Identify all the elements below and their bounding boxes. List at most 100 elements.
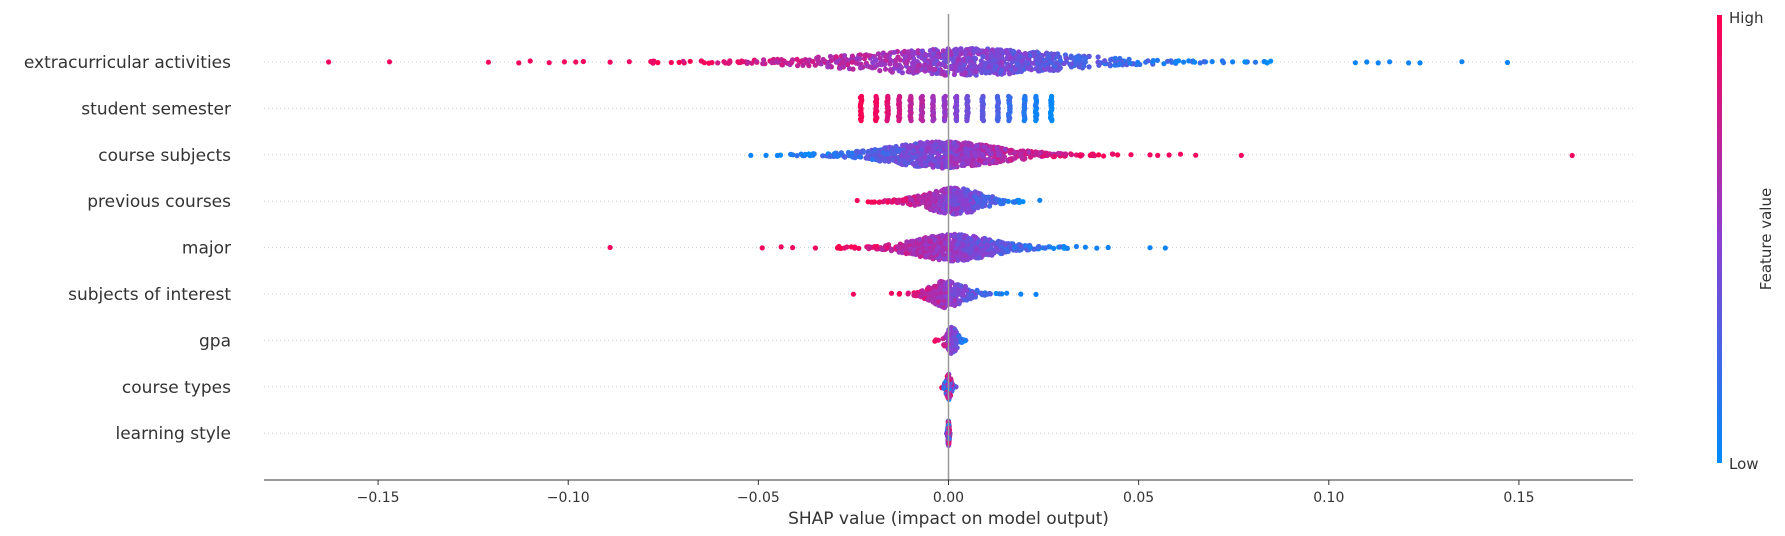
data-point: [840, 59, 846, 65]
data-point: [1018, 291, 1024, 297]
data-point: [922, 61, 928, 68]
data-point: [904, 239, 910, 245]
data-point: [1230, 59, 1236, 65]
data-point: [954, 211, 960, 217]
data-point: [1051, 153, 1058, 160]
data-point: [1569, 152, 1575, 159]
data-point: [709, 60, 715, 66]
data-point: [976, 255, 982, 261]
data-point: [884, 244, 890, 251]
data-point: [923, 52, 929, 59]
data-point: [952, 286, 958, 292]
data-point: [979, 292, 985, 298]
data-point: [929, 56, 936, 62]
data-point: [1023, 59, 1029, 65]
data-point: [865, 148, 871, 155]
data-point: [935, 163, 941, 169]
data-point: [778, 244, 784, 250]
data-point: [919, 48, 925, 54]
data-point: [884, 52, 890, 58]
data-point: [948, 345, 954, 351]
data-point: [963, 238, 969, 244]
data-point: [995, 54, 1002, 60]
data-point: [938, 240, 944, 246]
data-point: [958, 51, 964, 57]
data-point: [1219, 58, 1225, 64]
data-point: [941, 343, 948, 349]
data-point: [931, 242, 937, 248]
data-point: [852, 244, 858, 250]
data-point: [960, 160, 966, 167]
data-point: [891, 49, 897, 55]
data-point: [901, 149, 907, 155]
beeswarm-points: [326, 46, 1575, 448]
data-point: [958, 283, 964, 289]
data-point: [1110, 151, 1116, 157]
data-point: [1037, 197, 1043, 203]
data-point: [934, 70, 940, 76]
data-point: [953, 51, 959, 57]
data-point: [561, 59, 568, 65]
data-point: [1004, 290, 1010, 296]
data-point: [941, 298, 947, 304]
data-point: [997, 70, 1003, 76]
data-point: [626, 59, 632, 65]
data-point: [516, 60, 522, 66]
data-point: [1008, 157, 1014, 163]
data-point: [1016, 199, 1022, 205]
data-point: [1033, 291, 1039, 297]
data-point: [913, 154, 919, 160]
data-point: [1057, 58, 1064, 64]
data-point: [953, 161, 959, 167]
feature-label: learning style: [115, 424, 231, 444]
data-point: [794, 153, 800, 159]
data-point: [1201, 59, 1207, 65]
data-point: [927, 238, 933, 244]
data-point: [995, 248, 1001, 254]
data-point: [1095, 54, 1101, 60]
data-point: [649, 58, 655, 64]
data-point: [958, 254, 964, 260]
data-point: [1036, 243, 1042, 250]
data-point: [888, 67, 894, 73]
data-point: [935, 151, 941, 157]
data-point: [906, 65, 912, 71]
data-point: [1161, 61, 1167, 67]
data-point: [1006, 63, 1012, 69]
feature-label: extracurricular activities: [24, 53, 231, 73]
data-point: [858, 61, 864, 67]
data-point: [987, 151, 994, 157]
data-point: [938, 248, 944, 254]
data-point: [910, 52, 916, 58]
data-point: [887, 61, 893, 67]
data-point: [966, 156, 972, 162]
data-point: [580, 58, 587, 65]
data-point: [748, 152, 754, 158]
data-point: [1010, 50, 1016, 56]
data-point: [1116, 61, 1122, 67]
data-point: [857, 56, 863, 62]
data-point: [907, 202, 914, 208]
data-point: [971, 162, 977, 168]
data-point: [1108, 57, 1114, 63]
data-point: [964, 118, 970, 124]
data-point: [727, 58, 733, 64]
data-point: [1094, 245, 1100, 251]
data-point: [960, 202, 966, 208]
data-point: [798, 151, 804, 157]
data-point: [857, 154, 863, 160]
data-point: [903, 246, 909, 252]
feature-label: course types: [122, 378, 231, 398]
data-point: [914, 68, 920, 74]
data-point: [1021, 118, 1027, 124]
data-point: [386, 59, 393, 65]
colorbar-gradient: [1717, 15, 1722, 463]
data-point: [864, 153, 871, 160]
data-point: [943, 194, 950, 200]
data-point: [962, 253, 969, 259]
data-point: [999, 59, 1005, 65]
data-point: [917, 160, 923, 166]
data-point: [943, 159, 949, 165]
data-point: [921, 57, 927, 63]
data-point: [930, 299, 936, 305]
